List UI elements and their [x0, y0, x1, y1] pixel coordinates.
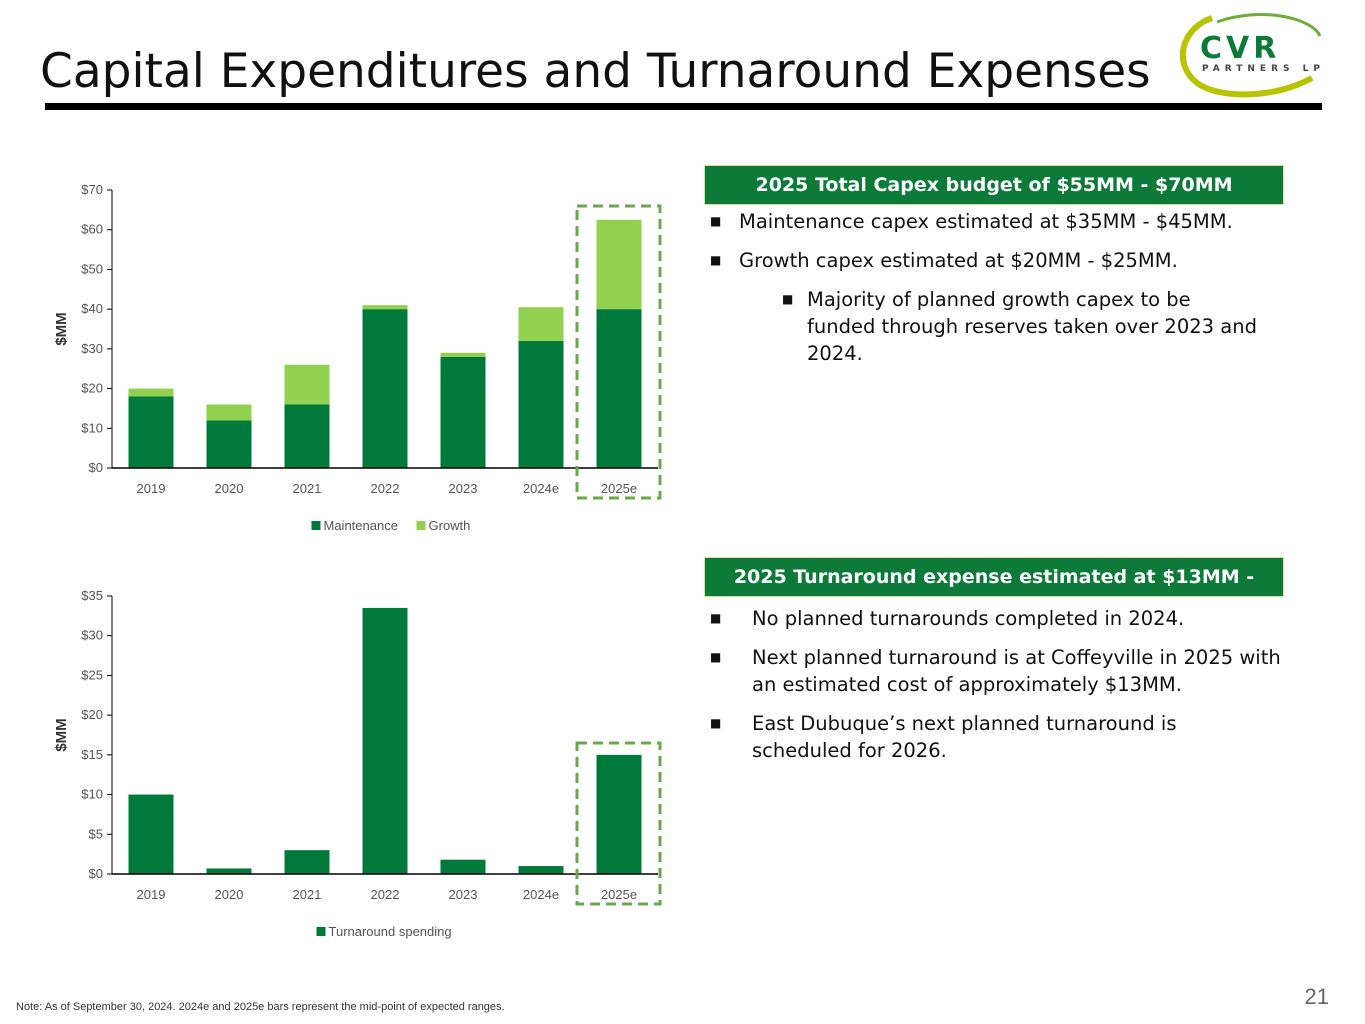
bullet-square-icon: ■: [710, 716, 722, 730]
y-tick-label: $0: [89, 460, 103, 475]
y-tick-label: $40: [81, 301, 103, 316]
x-tick-label: 2020: [215, 481, 244, 496]
legend-swatch-maintenance: [311, 521, 321, 530]
page-number: 21: [1304, 984, 1329, 1009]
y-tick-label: $30: [81, 628, 103, 643]
logo-subtitle: PARTNERS LP: [1202, 64, 1322, 74]
x-tick-label: 2023: [449, 481, 478, 496]
title-divider: [45, 103, 1322, 110]
capex-bullet-text: Maintenance capex estimated at $35MM - $…: [739, 210, 1233, 233]
highlight-box-2025e: [575, 741, 662, 906]
x-tick-label: 2019: [137, 887, 166, 902]
x-tick-label: 2024e: [523, 887, 559, 902]
bar-growth-2022: [362, 305, 408, 310]
x-tick-label: 2024e: [523, 481, 559, 496]
capex-bullet-list: ■ Maintenance capex estimated at $35MM -…: [710, 208, 1290, 379]
footnote: Note: As of September 30, 2024. 2024e an…: [16, 1001, 505, 1013]
bar-growth-2024e: [518, 307, 564, 341]
y-axis-title: $MM: [53, 718, 70, 751]
y-tick-label: $0: [89, 866, 103, 881]
bar-turnaround-spending-2021: [284, 850, 330, 874]
y-tick-label: $35: [81, 588, 103, 603]
capex-bullet-1: ■ Maintenance capex estimated at $35MM -…: [710, 208, 1290, 235]
y-tick-label: $60: [81, 222, 103, 237]
bullet-square-icon: ■: [710, 650, 722, 664]
bullet-square-icon: ■: [710, 611, 722, 625]
turnaround-bullet-1: ■ No planned turnarounds completed in 20…: [710, 605, 1290, 632]
turnaround-bullet-text: Next planned turnaround is at Coffeyvill…: [752, 646, 1281, 696]
y-tick-label: $70: [81, 182, 103, 197]
bar-turnaround-spending-2024e: [518, 866, 564, 874]
bullet-square-icon: ■: [710, 214, 722, 228]
legend-label: Maintenance: [324, 518, 398, 533]
bullet-square-icon: ■: [710, 253, 722, 267]
legend-swatch-growth: [416, 521, 426, 530]
y-tick-label: $30: [81, 341, 103, 356]
y-tick-label: $10: [81, 787, 103, 802]
x-tick-label: 2025e: [601, 887, 637, 902]
y-tick-label: $50: [81, 261, 103, 276]
turnaround-bullet-text: East Dubuque’s next planned turnaround i…: [752, 712, 1177, 762]
bar-maintenance-2022: [362, 309, 408, 468]
x-tick-label: 2022: [371, 887, 400, 902]
bullet-square-icon: ■: [782, 292, 794, 306]
turnaround-bullet-3: ■ East Dubuque’s next planned turnaround…: [710, 710, 1252, 764]
y-tick-label: $20: [81, 381, 103, 396]
bar-turnaround-spending-2025e: [596, 754, 642, 874]
legend-swatch-turnaround-spending: [316, 927, 326, 936]
turnaround-bullet-list: ■ No planned turnarounds completed in 20…: [710, 605, 1290, 776]
logo-brand: CVR: [1200, 31, 1280, 66]
highlight-box-2025e: [575, 204, 662, 500]
turnaround-chart: $0 $5 $10 $15 $20 $25 $30 $35 $MM 2019 2020 2021 202…: [40, 578, 690, 948]
capex-bullet-2: ■ Growth capex estimated at $20MM - $25M…: [710, 247, 1290, 274]
y-tick-label: $15: [81, 747, 103, 762]
y-axis-title: $MM: [53, 312, 70, 345]
bar-turnaround-spending-2022: [362, 607, 408, 874]
bar-maintenance-2024e: [518, 340, 564, 468]
bar-growth-2023: [440, 352, 486, 357]
x-tick-label: 2021: [293, 887, 322, 902]
bar-maintenance-2019: [128, 396, 174, 468]
bar-growth-2020: [206, 404, 252, 421]
capex-budget-heading: 2025 Total Capex budget of $55MM - $70MM: [704, 165, 1284, 205]
turnaround-bullet-text: No planned turnarounds completed in 2024…: [752, 607, 1185, 630]
logo-swoosh-outer: [1179, 15, 1314, 98]
y-tick-label: $25: [81, 667, 103, 682]
capex-chart: $0 $10 $20 $30 $40 $50 $60 $70 $MM 2019 2020 2021 20…: [40, 172, 690, 542]
turnaround-chart-svg: $0 $5 $10 $15 $20 $25 $30 $35 $MM 2019 2020 2021 202…: [53, 588, 662, 939]
capex-bullet-text: Growth capex estimated at $20MM - $25MM.: [739, 249, 1178, 272]
capex-bullet-3: ■ Majority of planned growth capex to be…: [710, 286, 1257, 367]
y-tick-label: $5: [89, 826, 103, 841]
x-tick-label: 2020: [215, 887, 244, 902]
bar-growth-2019: [128, 388, 174, 397]
legend-label: Growth: [429, 518, 471, 533]
y-tick-label: $20: [81, 707, 103, 722]
capex-bullet-text: Majority of planned growth capex to be f…: [807, 288, 1257, 365]
x-tick-label: 2019: [137, 481, 166, 496]
bar-growth-2025e: [596, 219, 642, 310]
bar-maintenance-2021: [284, 404, 330, 468]
bar-turnaround-spending-2023: [440, 859, 486, 874]
bar-growth-2021: [284, 364, 330, 405]
bar-maintenance-2020: [206, 420, 252, 468]
bar-turnaround-spending-2019: [128, 794, 174, 874]
x-tick-label: 2025e: [601, 481, 637, 496]
legend-label: Turnaround spending: [329, 924, 452, 939]
turnaround-expense-heading: 2025 Turnaround expense estimated at $13…: [704, 557, 1284, 626]
x-tick-label: 2023: [449, 887, 478, 902]
cvr-partners-logo: CVR PARTNERS LP: [1179, 13, 1322, 98]
turnaround-bullet-2: ■ Next planned turnaround is at Coffeyvi…: [710, 644, 1290, 698]
y-tick-label: $10: [81, 420, 103, 435]
bar-maintenance-2023: [440, 356, 486, 468]
x-tick-label: 2021: [293, 481, 322, 496]
bar-maintenance-2025e: [596, 309, 642, 468]
capex-chart-svg: $0 $10 $20 $30 $40 $50 $60 $70 $MM 2019 2020 2021 20…: [53, 182, 662, 533]
bar-turnaround-spending-2020: [206, 868, 252, 874]
logo-swoosh-inner: [1216, 13, 1322, 37]
x-tick-label: 2022: [371, 481, 400, 496]
page-title: Capital Expenditures and Turnaround Expe…: [40, 44, 1151, 99]
